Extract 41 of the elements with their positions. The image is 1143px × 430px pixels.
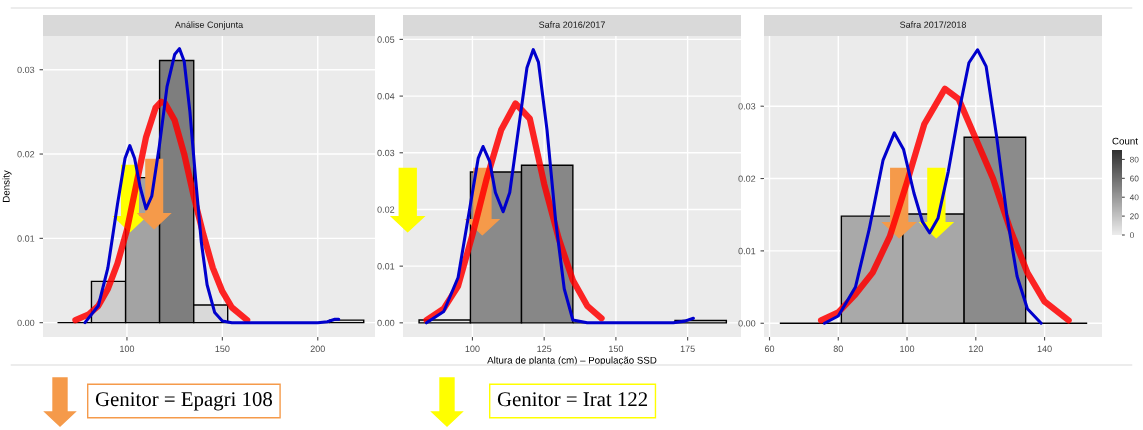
y-tick-label: 0.00: [17, 319, 35, 327]
x-tick-label: 60: [764, 345, 775, 352]
y-tick-label: 0.00: [738, 320, 756, 327]
x-tick-label: 100: [120, 345, 135, 352]
chart-title: Safra 2016/2017: [539, 21, 605, 28]
chart-title: Análise Conjunta: [174, 21, 244, 30]
y-tick-label: 0.02: [17, 151, 35, 158]
y-tick-label: 0.03: [377, 149, 395, 157]
y-tick-label: 0.03: [738, 103, 756, 110]
x-tick-label: 80: [833, 345, 843, 352]
y-tick-label: 0.00: [377, 319, 395, 327]
color-bar-label: 0: [1129, 232, 1134, 239]
y-tick-label: 0.04: [377, 93, 395, 100]
line-series: [822, 48, 1043, 325]
y-tick-label: 0.01: [17, 235, 35, 242]
x-tick-label: 150: [215, 345, 230, 352]
y-tick-label: 0.03: [17, 66, 35, 74]
x-tick-label: 175: [680, 345, 695, 352]
color-bar-label: 80: [1130, 156, 1139, 163]
color-bar-label: 20: [1130, 213, 1139, 220]
x-axis-title: Altura de planta (cm) – População SSD: [487, 356, 657, 366]
x-tick-label: 150: [609, 345, 624, 352]
y-axis-title: Density: [2, 170, 12, 202]
text: Genitor = Irat 122: [497, 392, 648, 407]
color-bar-label: 60: [1130, 175, 1139, 182]
y-tick-label: 0.02: [738, 175, 756, 182]
x-tick-label: 140: [1037, 345, 1052, 352]
x-tick-label: 120: [968, 345, 983, 352]
x-tick-label: 100: [465, 345, 480, 352]
x-tick-label: 200: [310, 345, 325, 352]
y-tick-label: 0.01: [738, 247, 756, 255]
color-bar-title: Count: [1112, 137, 1138, 145]
x-tick-label: 100: [900, 345, 915, 352]
text: Genitor = Epagri 108: [95, 392, 272, 411]
color-bar-label: 40: [1129, 194, 1139, 201]
y-tick-label: 0.05: [377, 36, 395, 43]
chart-title: Safra 2017/2018: [900, 21, 966, 28]
line-series: [425, 48, 695, 325]
y-tick-label: 0.01: [377, 263, 395, 270]
x-tick-label: 125: [537, 345, 552, 352]
y-tick-label: 0.02: [377, 206, 395, 213]
